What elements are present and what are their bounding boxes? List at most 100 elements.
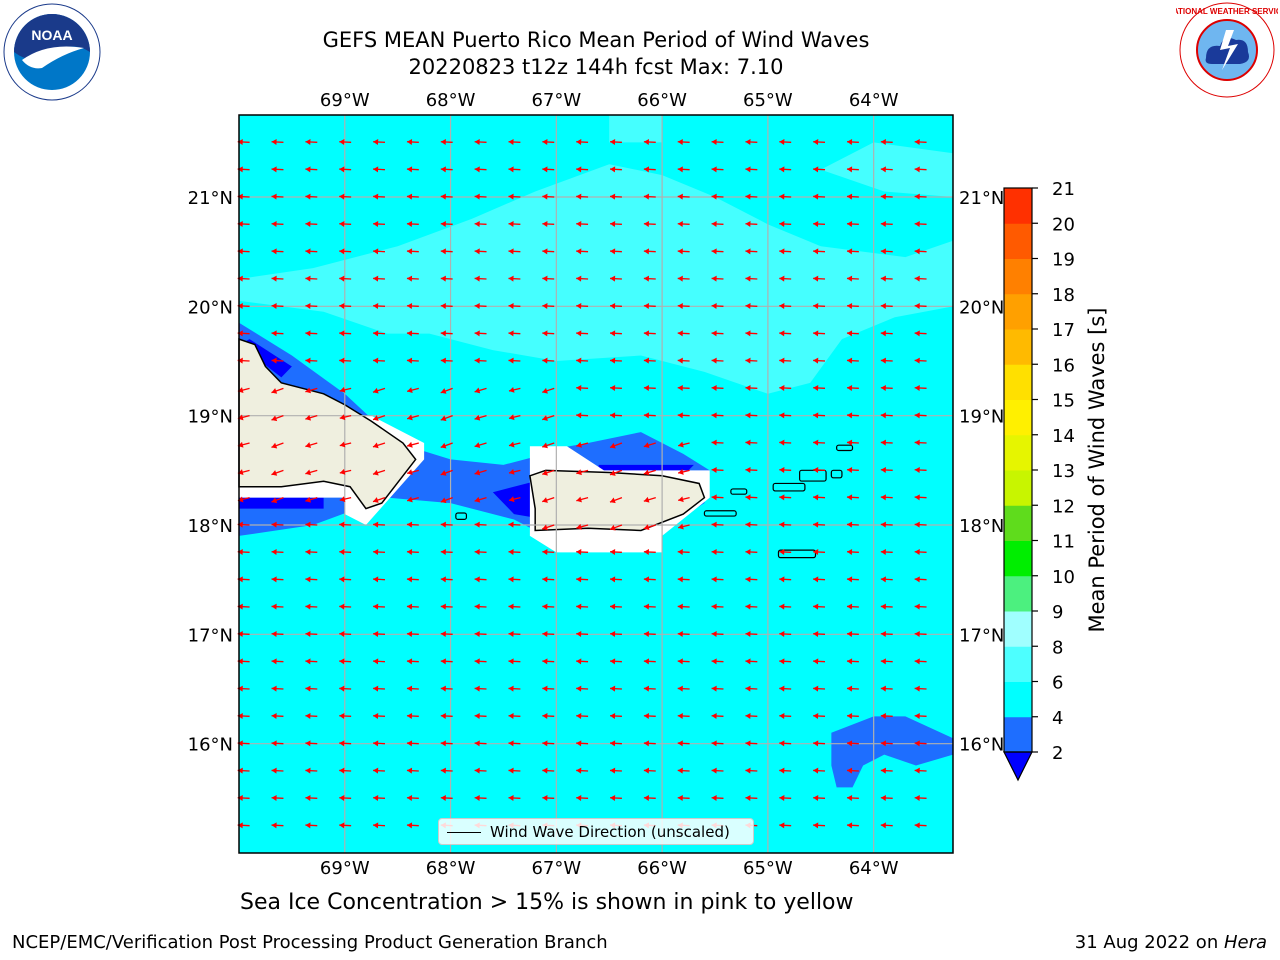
wind-arrow-head (474, 330, 480, 337)
wind-arrow-head (711, 767, 717, 774)
lon-tick-bottom: 68°W (426, 858, 476, 879)
wind-arrow-head (237, 166, 243, 173)
sea-ice-caption: Sea Ice Concentration > 15% is shown in … (240, 890, 854, 915)
wind-arrow-head (271, 275, 277, 282)
wind-arrow-head (373, 603, 379, 610)
wind-arrow-head (339, 166, 345, 173)
wind-arrow-head (372, 497, 379, 503)
wind-arrow-head (440, 220, 446, 227)
wind-arrow-head (271, 576, 277, 583)
wind-arrow-head (880, 302, 886, 309)
wind-arrow-head (643, 248, 650, 255)
wind-arrow-head (745, 166, 751, 173)
wind-arrow-head (643, 330, 650, 337)
wind-arrow-head (745, 357, 751, 364)
wind-arrow-head (745, 630, 751, 637)
wind-arrow-head (711, 138, 717, 145)
lat-tick-left: 20°N (188, 297, 233, 318)
nws-logo-text: NATIONAL WEATHER SERVICE (1176, 7, 1278, 16)
wind-arrow-head (711, 166, 717, 173)
wind-arrow-head (813, 630, 819, 637)
legend-line-swatch (447, 832, 481, 833)
wind-arrow-head (373, 330, 379, 337)
wind-arrow-head (576, 576, 582, 583)
wind-arrow-head (711, 193, 717, 200)
wind-arrow-head (880, 138, 886, 145)
wind-arrow-head (745, 576, 751, 583)
wind-arrow-head (610, 548, 616, 555)
wind-arrow-head (339, 248, 345, 255)
wind-arrow-head (271, 138, 277, 145)
wind-arrow-head (711, 658, 717, 665)
wind-arrow-head (711, 794, 717, 801)
wind-arrow-head (643, 442, 650, 449)
colorbar-tick-label: 13 (1052, 461, 1075, 482)
wind-arrow-head (406, 603, 413, 610)
wind-arrow-head (305, 442, 312, 448)
wind-arrow-head (677, 576, 683, 583)
wind-arrow-head (406, 138, 413, 145)
wind-arrow-head (643, 685, 650, 692)
wind-arrow-head (643, 794, 650, 801)
wind-arrow-head (440, 193, 446, 200)
wind-arrow-head (508, 357, 514, 364)
wind-arrow-head (339, 357, 345, 364)
wind-arrow-head (779, 220, 785, 227)
colorbar-band (1004, 575, 1032, 612)
wind-arrow-head (474, 576, 480, 583)
wind-arrow-head (610, 630, 616, 637)
wind-arrow-head (914, 548, 920, 555)
wind-arrow-head (610, 248, 616, 255)
small-island-3 (772, 482, 806, 492)
wind-arrow-head (914, 494, 920, 501)
wind-arrow-head (406, 248, 413, 255)
lat-tick-right: 20°N (959, 297, 1004, 318)
wind-arrow-head (846, 521, 853, 528)
wind-arrow-head (373, 248, 379, 255)
wind-arrow-head (407, 496, 413, 503)
wind-arrow-head (305, 685, 311, 692)
wind-arrow-head (576, 767, 582, 774)
colorbar-band (1004, 188, 1032, 224)
wind-arrow-head (779, 548, 785, 555)
wind-arrow-head (237, 275, 243, 282)
wind-arrow-head (271, 767, 277, 774)
lon-tick-top: 69°W (320, 90, 370, 111)
wind-arrow-head (880, 494, 886, 501)
wind-arrow-head (440, 470, 447, 476)
wind-arrow-head (745, 740, 751, 747)
wind-arrow-head (271, 685, 277, 692)
wind-arrow-head (542, 275, 548, 282)
wind-arrow-head (914, 439, 920, 446)
wind-arrow-head (576, 166, 582, 173)
wind-arrow-head (271, 415, 278, 422)
wind-arrow-head (271, 548, 277, 555)
wind-arrow-head (677, 740, 683, 747)
wind-arrow-head (880, 275, 886, 282)
wind-arrow-head (339, 740, 345, 747)
wind-arrow-head (305, 521, 311, 528)
small-island-2 (703, 510, 737, 517)
wind-arrow-head (779, 685, 785, 692)
wind-arrow-head (914, 138, 920, 145)
wind-arrow-head (846, 439, 853, 446)
wind-arrow-head (271, 794, 277, 801)
wind-arrow-head (373, 794, 379, 801)
wind-arrow-head (474, 138, 480, 145)
wind-arrow-head (779, 794, 785, 801)
wind-arrow-head (440, 685, 446, 692)
wind-arrow-head (508, 576, 514, 583)
wind-arrow-head (610, 138, 616, 145)
colorbar-tick-label: 21 (1052, 179, 1075, 200)
wind-arrow-head (237, 712, 243, 719)
wind-arrow-head (440, 740, 446, 747)
wind-arrow-head (508, 220, 514, 227)
wind-arrow-head (508, 248, 514, 255)
wind-arrow-head (914, 712, 920, 719)
wind-arrow-head (678, 496, 684, 503)
wind-arrow-head (237, 685, 243, 692)
wind-arrow-head (643, 712, 650, 719)
contour-2-4s-se (831, 716, 953, 788)
wind-arrow-head (508, 414, 515, 421)
wind-arrow-head (305, 357, 311, 364)
